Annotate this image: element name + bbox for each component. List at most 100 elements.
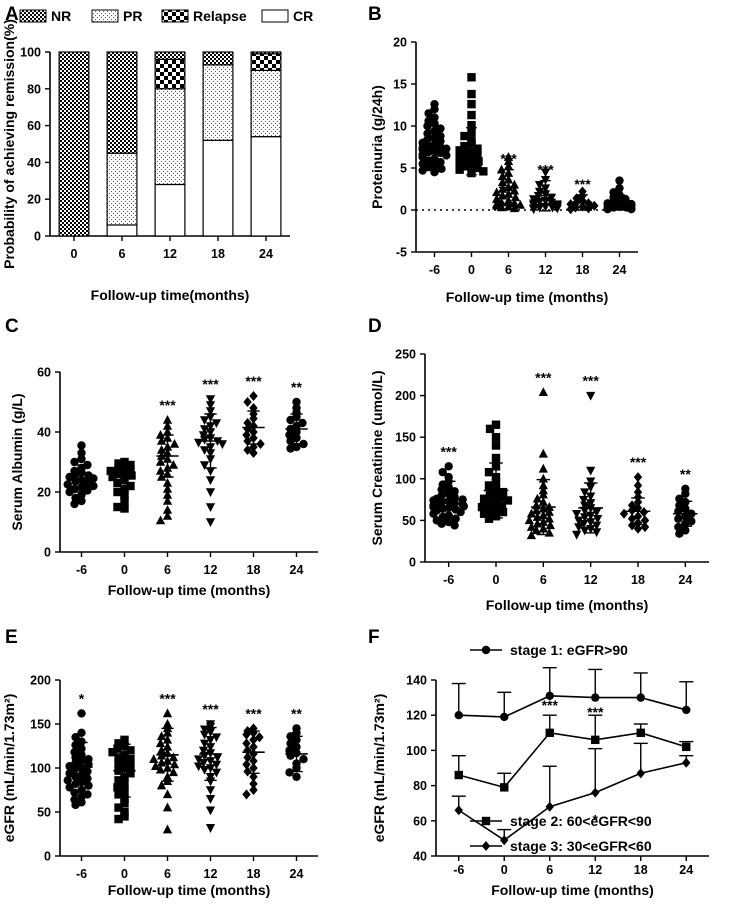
y-tick-label: 40: [37, 426, 51, 440]
x-tick-label: -6: [76, 867, 87, 881]
series-point: [454, 770, 463, 780]
y-tick-label: 100: [30, 762, 51, 776]
data-point: [451, 514, 460, 523]
data-point: [484, 514, 494, 523]
data-point: [212, 753, 223, 763]
data-point: [77, 448, 86, 458]
data-point: [538, 473, 548, 483]
data-point: [120, 496, 129, 506]
data-point: [531, 505, 541, 515]
data-point: [243, 444, 252, 456]
data-point: [474, 157, 483, 166]
significance-marker: ***: [537, 162, 554, 178]
data-point: [467, 110, 476, 120]
y-axis-label: Proteinuria (g/24h): [369, 85, 385, 209]
series-point: [682, 705, 691, 715]
x-tick-label: 12: [539, 263, 553, 277]
data-point: [205, 407, 216, 417]
y-tick-label: 0: [409, 556, 416, 570]
data-point: [430, 105, 439, 114]
y-axis-label: Probability of achieving remission(%): [1, 19, 17, 269]
data-point: [156, 780, 167, 790]
data-point: [591, 508, 602, 518]
data-point: [249, 402, 258, 414]
y-tick-label: 150: [30, 718, 51, 732]
data-point: [249, 784, 258, 796]
data-point: [438, 467, 447, 477]
data-point: [205, 786, 216, 796]
data-point: [243, 417, 252, 429]
data-point: [113, 487, 122, 497]
panel-a: 0 20 40 60 80 100 0 6 12 18 24 NR PR Relapse CR A Follow…: [1, 4, 313, 303]
bar-segment: [154, 183, 186, 237]
data-point: [424, 109, 433, 118]
data-point: [467, 99, 476, 109]
data-point: [169, 438, 180, 448]
data-point: [437, 519, 446, 528]
data-point: [531, 525, 541, 535]
data-point: [127, 471, 136, 480]
data-point: [63, 776, 72, 785]
data-point: [106, 466, 115, 476]
data-point: [162, 426, 173, 436]
data-point: [168, 767, 179, 777]
data-point: [120, 807, 129, 817]
data-point: [627, 513, 637, 524]
data-point: [492, 194, 502, 203]
data-point: [418, 166, 427, 175]
data-point: [532, 512, 543, 521]
data-point: [515, 199, 525, 209]
data-point: [156, 731, 167, 741]
x-tick-label: 6: [164, 563, 171, 577]
data-point: [503, 156, 514, 166]
data-point: [156, 757, 167, 767]
y-tick-label: 20: [27, 193, 41, 207]
series-line: [458, 761, 687, 842]
data-point: [199, 446, 210, 456]
data-point: [538, 463, 548, 473]
data-point: [108, 472, 117, 482]
data-point: [162, 802, 173, 812]
data-point: [156, 435, 167, 445]
data-point: [256, 438, 265, 450]
data-point: [199, 416, 210, 426]
significance-marker: ***: [159, 397, 176, 413]
data-point: [615, 176, 624, 185]
significance-marker: ***: [202, 376, 219, 392]
data-point: [497, 190, 508, 200]
y-tick-label: -5: [396, 246, 407, 260]
bar-segment: [154, 58, 186, 90]
data-point: [526, 530, 537, 540]
data-point: [640, 515, 650, 526]
x-tick-label: 0: [71, 247, 78, 261]
x-tick-label: 18: [634, 863, 648, 877]
y-tick-label: 40: [413, 850, 427, 864]
data-point: [479, 167, 488, 176]
series-line: [458, 731, 687, 789]
data-point: [580, 506, 590, 516]
significance-marker: ***: [630, 454, 647, 470]
y-tick-label: 0: [34, 230, 41, 244]
y-tick-label: 250: [395, 348, 416, 362]
series-point: [545, 801, 554, 812]
data-point: [545, 520, 555, 530]
x-axis-label: Follow-up time (months): [108, 882, 271, 898]
data-point: [534, 181, 545, 190]
x-tick-label: 18: [247, 563, 261, 577]
data-point: [526, 508, 537, 518]
significance-marker: **: [291, 705, 302, 721]
legend-label: NR: [51, 8, 71, 24]
data-point: [477, 502, 487, 512]
data-point: [199, 765, 210, 775]
panel-letter: A: [5, 4, 19, 25]
data-point: [538, 448, 548, 458]
data-point: [114, 739, 123, 748]
y-tick-label: 15: [393, 78, 407, 92]
data-point: [460, 162, 469, 171]
data-point: [249, 771, 258, 782]
data-point: [552, 204, 562, 214]
data-point: [485, 491, 495, 500]
data-point: [84, 781, 93, 790]
data-point: [155, 429, 166, 439]
